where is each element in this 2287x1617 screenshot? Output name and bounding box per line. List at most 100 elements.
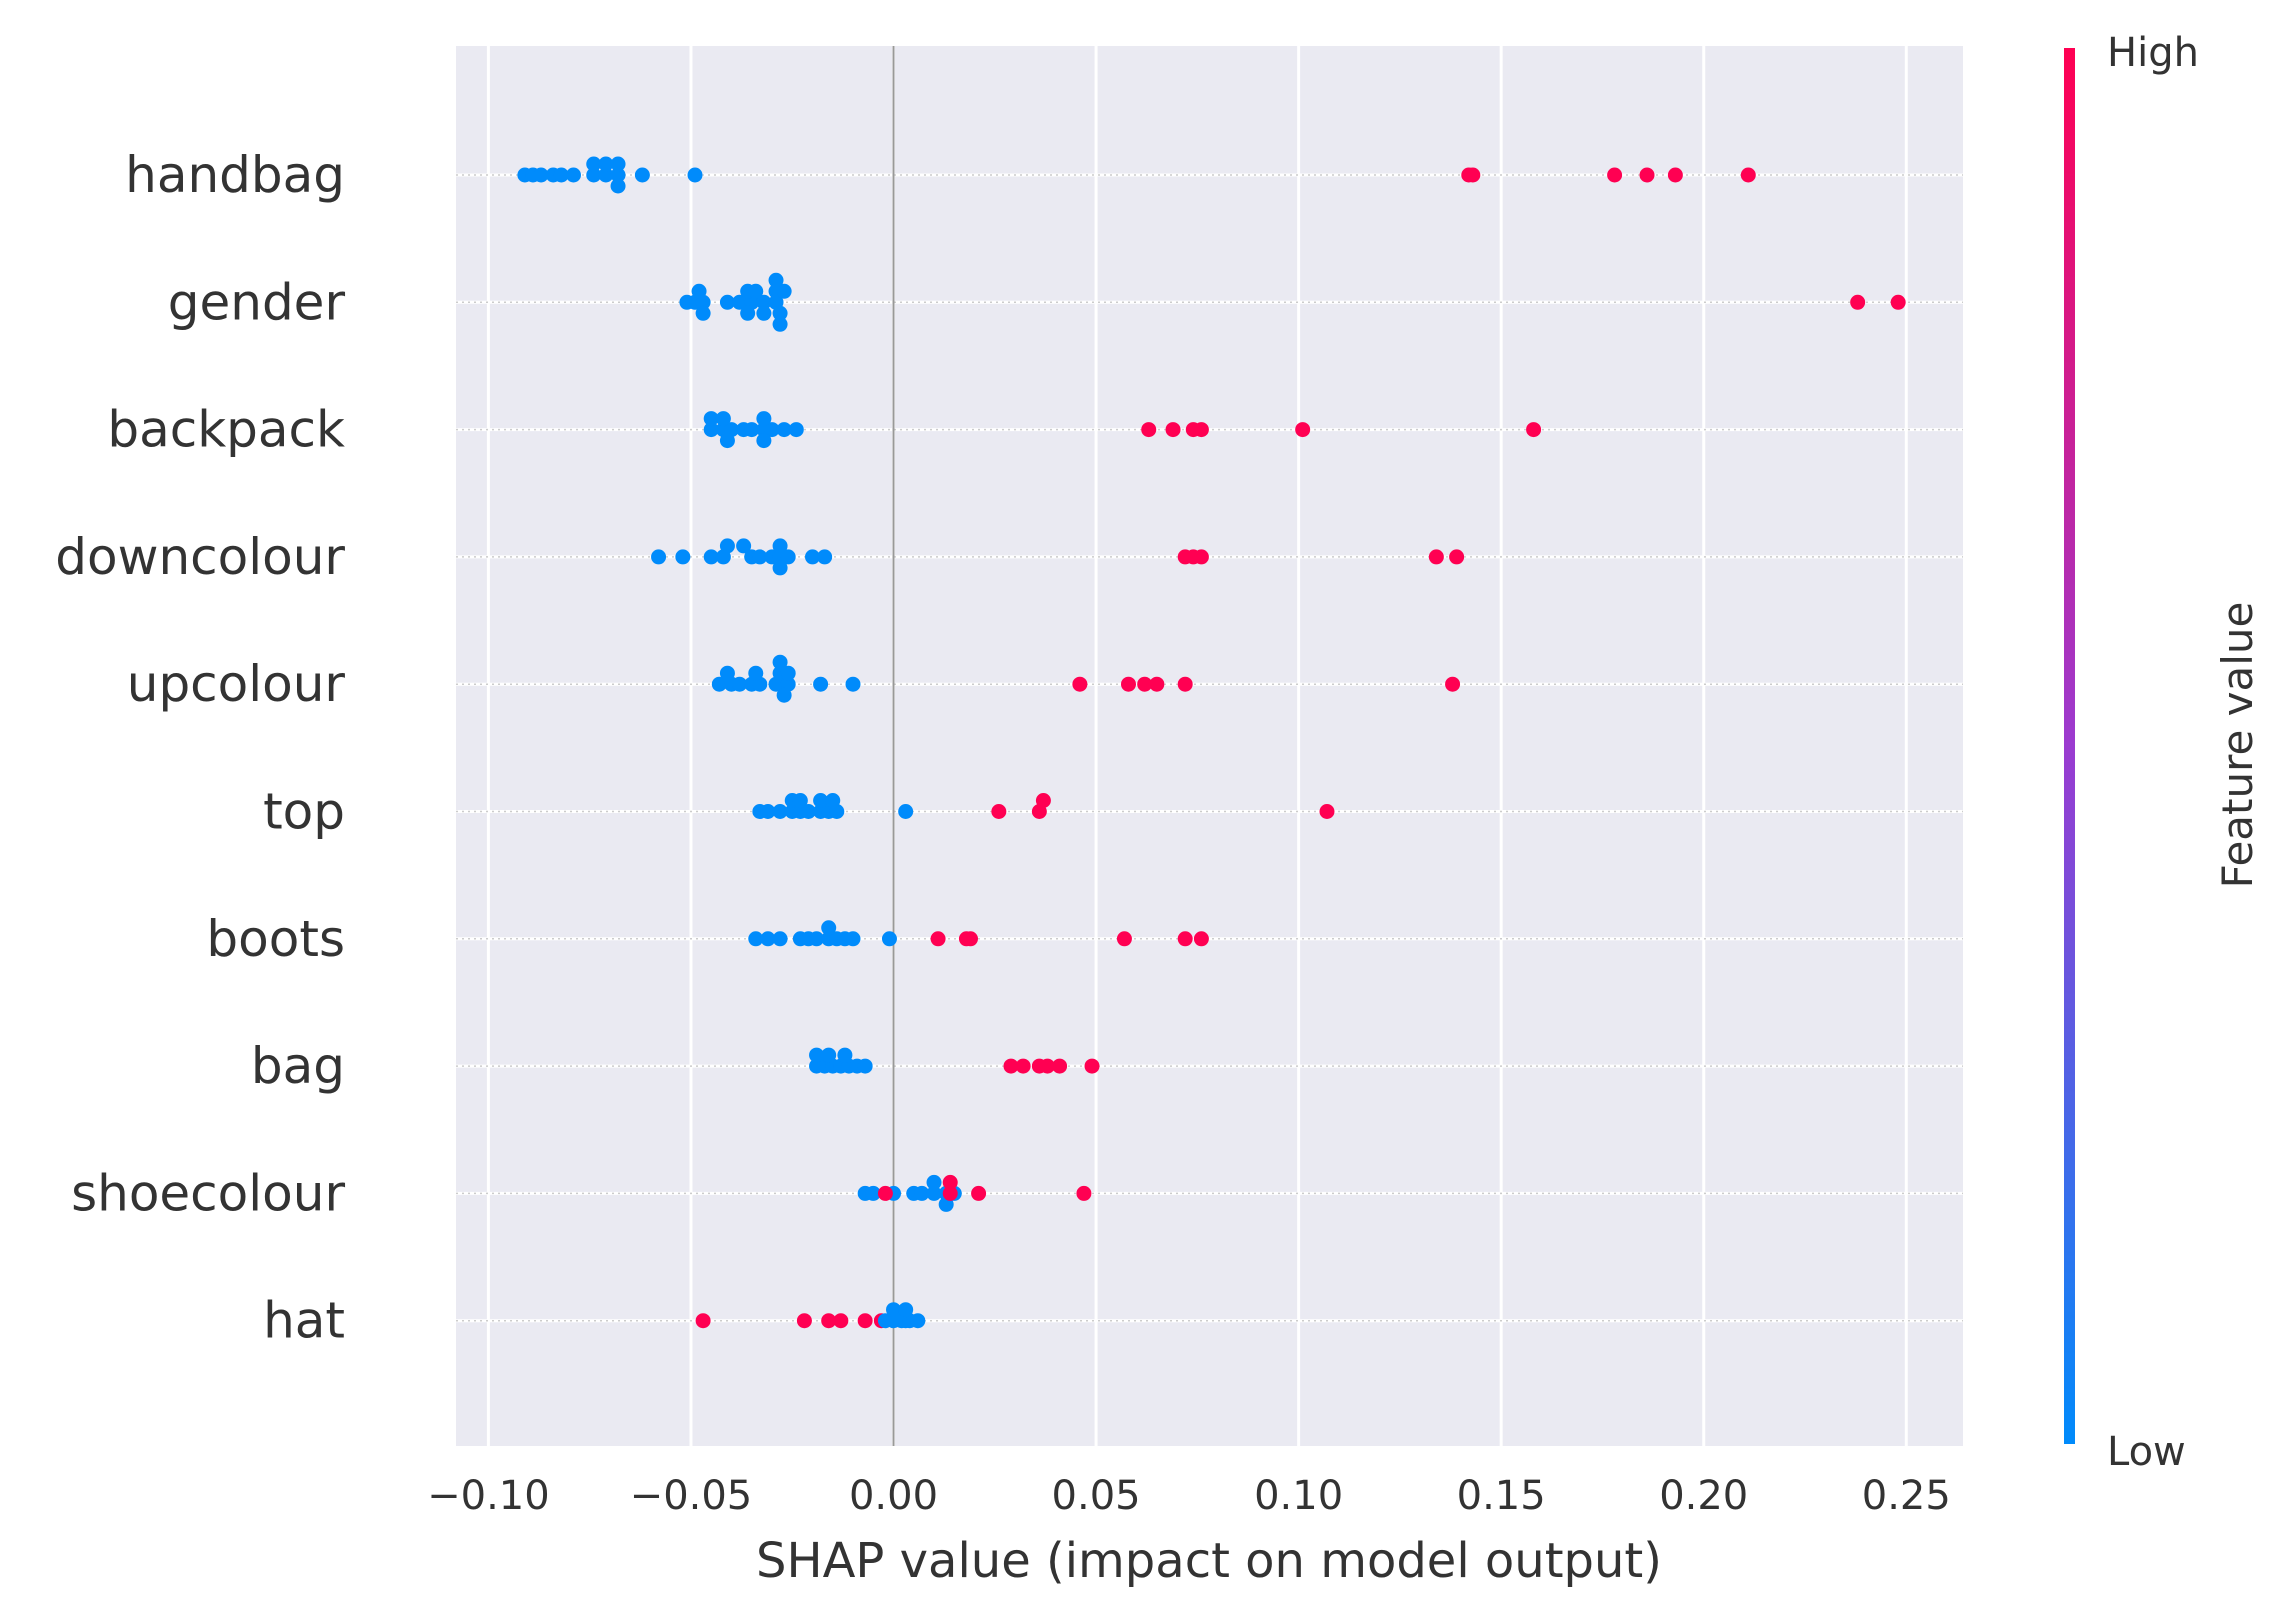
shap-point-shoecolour bbox=[877, 1185, 893, 1201]
shap-point-boots bbox=[760, 931, 776, 947]
feature-labels: handbag gender backpack downcolour upcolour t… bbox=[55, 146, 345, 1350]
shap-point-downcolour bbox=[675, 549, 691, 565]
shap-point-handbag bbox=[1639, 167, 1655, 183]
x-tick-label: 0.15 bbox=[1457, 1473, 1546, 1519]
shap-point-handbag bbox=[1607, 167, 1623, 183]
shap-point-upcolour bbox=[772, 654, 788, 670]
shap-point-handbag bbox=[1740, 167, 1756, 183]
shap-point-boots bbox=[1193, 931, 1209, 947]
shap-point-downcolour bbox=[804, 549, 820, 565]
shap-point-upcolour bbox=[1072, 676, 1088, 692]
shap-point-boots bbox=[881, 931, 897, 947]
shap-point-shoecolour bbox=[942, 1185, 958, 1201]
feature-label-downcolour: downcolour bbox=[55, 528, 345, 586]
shap-point-downcolour bbox=[1428, 549, 1444, 565]
shap-point-downcolour bbox=[772, 560, 788, 576]
shap-point-handbag bbox=[610, 156, 626, 172]
shap-point-upcolour bbox=[1120, 676, 1136, 692]
shap-point-gender bbox=[772, 316, 788, 332]
shap-point-handbag bbox=[598, 156, 614, 172]
shap-point-gender bbox=[776, 283, 792, 299]
shap-point-backpack bbox=[764, 422, 780, 438]
colorbar-low-label: Low bbox=[2107, 1429, 2186, 1475]
shap-point-gender bbox=[740, 305, 756, 321]
x-tick-label: 0.20 bbox=[1659, 1473, 1748, 1519]
x-axis-label: SHAP value (impact on model output) bbox=[756, 1533, 1662, 1589]
shap-point-handbag bbox=[586, 156, 602, 172]
feature-label-handbag: handbag bbox=[125, 146, 345, 204]
shap-point-upcolour bbox=[776, 687, 792, 703]
colorbar-title: Feature value bbox=[2213, 602, 2262, 889]
shap-point-top bbox=[991, 804, 1007, 819]
shap-point-top bbox=[825, 793, 841, 808]
shap-point-upcolour bbox=[813, 676, 829, 692]
feature-label-hat: hat bbox=[263, 1292, 345, 1350]
shap-point-gender bbox=[772, 305, 788, 321]
shap-point-upcolour bbox=[1445, 676, 1461, 692]
shap-point-gender bbox=[748, 283, 764, 299]
shap-point-backpack bbox=[1141, 422, 1157, 438]
shap-point-shoecolour bbox=[865, 1185, 881, 1201]
colorbar-high-label: High bbox=[2107, 30, 2199, 76]
shap-point-shoecolour bbox=[914, 1185, 930, 1201]
shap-point-handbag bbox=[687, 167, 703, 183]
shap-point-backpack bbox=[756, 411, 772, 427]
shap-point-upcolour bbox=[711, 676, 727, 692]
shap-point-hat bbox=[857, 1313, 873, 1329]
shap-point-gender bbox=[768, 272, 784, 288]
shap-point-bag bbox=[1052, 1058, 1068, 1074]
shap-point-downcolour bbox=[780, 549, 796, 565]
shap-point-upcolour bbox=[1137, 676, 1153, 692]
colorbar bbox=[2064, 48, 2075, 1444]
shap-point-bag bbox=[809, 1047, 825, 1063]
shap-point-shoecolour bbox=[942, 1174, 958, 1190]
feature-label-bag: bag bbox=[251, 1037, 345, 1095]
shap-point-handbag bbox=[553, 167, 569, 183]
shap-point-downcolour bbox=[1193, 549, 1209, 565]
feature-label-boots: boots bbox=[206, 910, 345, 968]
shap-point-hat bbox=[898, 1302, 914, 1318]
shap-point-backpack bbox=[756, 433, 772, 449]
shap-point-boots bbox=[930, 931, 946, 947]
shap-point-handbag bbox=[565, 167, 581, 183]
feature-label-backpack: backpack bbox=[107, 401, 345, 459]
shap-point-downcolour bbox=[817, 549, 833, 565]
shap-point-hat bbox=[821, 1313, 837, 1329]
shap-point-upcolour bbox=[780, 665, 796, 681]
shap-point-backpack bbox=[1526, 422, 1542, 438]
shap-point-backpack bbox=[788, 422, 804, 438]
shap-point-backpack bbox=[719, 433, 735, 449]
shap-point-shoecolour bbox=[971, 1185, 987, 1201]
shap-point-top bbox=[813, 793, 829, 808]
shap-point-gender bbox=[732, 294, 748, 310]
shap-point-backpack bbox=[703, 411, 719, 427]
shap-point-gender bbox=[691, 283, 707, 299]
x-tick-label: −0.10 bbox=[427, 1473, 550, 1519]
shap-point-hat bbox=[796, 1313, 812, 1329]
shap-point-downcolour bbox=[651, 549, 667, 565]
shap-point-upcolour bbox=[748, 665, 764, 681]
shap-point-backpack bbox=[1165, 422, 1181, 438]
shap-point-handbag bbox=[598, 167, 614, 183]
shap-point-handbag bbox=[533, 167, 549, 183]
shap-point-bag bbox=[821, 1047, 837, 1063]
shap-point-backpack bbox=[1295, 422, 1311, 438]
shap-point-top bbox=[898, 804, 914, 819]
shap-point-boots bbox=[772, 931, 788, 947]
shap-point-upcolour bbox=[732, 676, 748, 692]
shap-point-boots bbox=[821, 920, 837, 936]
shap-point-shoecolour bbox=[1076, 1185, 1092, 1201]
x-tick-labels: −0.10 −0.05 0.00 0.05 0.10 0.15 0.20 0.25 bbox=[427, 1473, 1951, 1519]
shap-point-shoecolour bbox=[926, 1174, 942, 1190]
shap-point-backpack bbox=[715, 411, 731, 427]
shap-point-handbag bbox=[610, 167, 626, 183]
shap-point-handbag bbox=[1667, 167, 1683, 183]
shap-point-top bbox=[760, 804, 776, 819]
shap-point-upcolour bbox=[1149, 676, 1165, 692]
points-layer bbox=[517, 156, 1906, 1329]
shap-point-upcolour bbox=[719, 665, 735, 681]
shap-point-bag bbox=[1084, 1058, 1100, 1074]
shap-point-boots bbox=[1177, 931, 1193, 947]
shap-point-top bbox=[1319, 804, 1335, 819]
